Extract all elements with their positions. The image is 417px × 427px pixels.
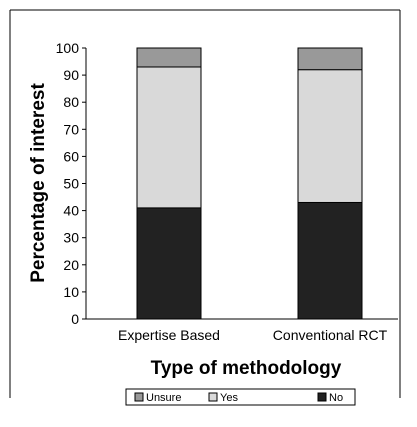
chart-border — [9, 9, 401, 398]
x-axis-title: Type of methodology — [151, 358, 342, 379]
y-tick-label: 70 — [63, 121, 79, 137]
x-tick-label: Conventional RCT — [273, 327, 388, 343]
bar-segment-yes-1 — [136, 66, 202, 209]
y-tick-label: 90 — [63, 67, 79, 83]
legend: Unsure Yes No — [125, 388, 356, 406]
y-tick-label: 100 — [56, 40, 80, 56]
legend-swatch-yes — [208, 392, 218, 402]
bar-segment-no-1 — [136, 207, 202, 320]
legend-label-no: No — [329, 392, 343, 404]
legend-swatch-no — [317, 392, 327, 402]
bar-segment-yes-2 — [297, 69, 363, 203]
y-axis-title: Percentage of interest — [28, 83, 49, 283]
y-tick-label: 10 — [63, 284, 79, 300]
y-tick-label: 80 — [63, 94, 79, 110]
y-tick-label: 60 — [63, 148, 79, 164]
legend-label-yes: Yes — [220, 392, 238, 404]
bar-segment-unsure-1 — [136, 47, 202, 68]
legend-box — [125, 388, 356, 406]
y-tick-label: 50 — [63, 176, 79, 192]
bar-segment-no-2 — [297, 201, 363, 320]
legend-label-unsure: Unsure — [146, 392, 181, 404]
y-tick-label: 30 — [63, 230, 79, 246]
legend-swatch-unsure — [134, 392, 144, 402]
x-tick-label: Expertise Based — [118, 327, 220, 343]
y-tick-label: 20 — [63, 257, 79, 273]
bars-group — [136, 47, 363, 320]
x-labels-group: Expertise Based Conventional RCT — [118, 327, 388, 343]
bar-segment-unsure-2 — [297, 47, 363, 71]
y-ticks-group: 0 10 20 30 40 50 60 70 80 90 100 — [56, 40, 86, 327]
y-tick-label: 0 — [71, 311, 79, 327]
y-tick-label: 40 — [63, 203, 79, 219]
